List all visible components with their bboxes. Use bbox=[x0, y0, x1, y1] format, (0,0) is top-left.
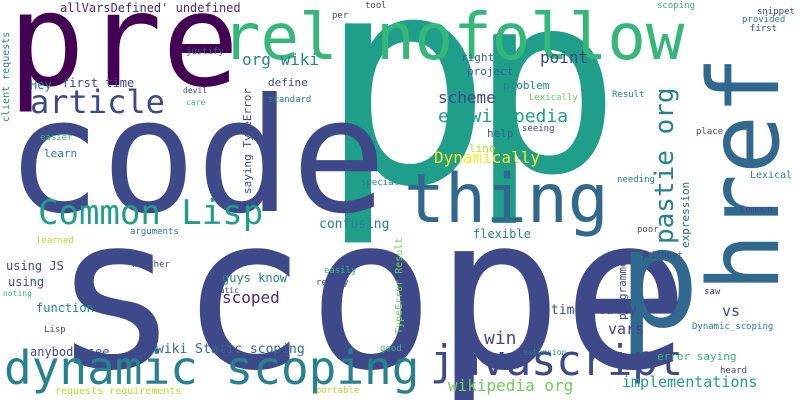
word-win: win bbox=[484, 328, 517, 349]
word-justify: justify bbox=[186, 47, 224, 57]
word-scope: scope bbox=[52, 170, 691, 400]
word-learn: learn bbox=[44, 147, 78, 160]
word-provided: provided bbox=[742, 15, 786, 25]
word-p-right: p bbox=[470, 0, 621, 230]
word-typeerror-result: TypeError Result bbox=[394, 237, 405, 334]
word-expression: expression bbox=[679, 181, 692, 248]
word-result: Result bbox=[612, 90, 645, 100]
word-flexible: flexible bbox=[473, 227, 531, 241]
word-allvarsdefined: allVarsDefined' undefined bbox=[60, 1, 241, 15]
word-lexical: Lexical bbox=[750, 170, 793, 181]
word-needing: needing bbox=[617, 175, 655, 185]
word-rel-nofollow: rel nofollow bbox=[222, 1, 685, 75]
word-heard: heard bbox=[720, 366, 748, 376]
word-p-large: p bbox=[318, 0, 493, 251]
word-poor: poor bbox=[637, 225, 659, 235]
word-common-lisp: Common Lisp bbox=[38, 193, 264, 233]
word-portable: portable bbox=[316, 386, 360, 396]
word-code: code bbox=[6, 65, 387, 249]
word-line: line bbox=[469, 142, 496, 155]
word-guys-know: guys know bbox=[222, 271, 288, 285]
word-implementations: implementations bbox=[622, 373, 758, 391]
word-programmer: programmer bbox=[616, 253, 629, 320]
word-vs: vs bbox=[722, 302, 741, 320]
word-time-really: time really bbox=[551, 303, 638, 318]
word-care: care bbox=[186, 98, 206, 107]
word-dynamically: Dynamically bbox=[434, 148, 540, 167]
word-error-saying: error saying bbox=[657, 350, 737, 363]
word-right: right bbox=[461, 51, 495, 64]
word-first-time: first time bbox=[62, 76, 135, 90]
word-requests-requirements: requests requirements bbox=[55, 386, 182, 397]
word-en-wikipedia: en wikipedia bbox=[438, 106, 569, 127]
word-javascript: javascript bbox=[430, 336, 683, 385]
word-project: project bbox=[467, 65, 514, 78]
word-thing: thing bbox=[404, 160, 609, 239]
word-scoped: scoped bbox=[222, 288, 280, 307]
word-help: help bbox=[487, 127, 514, 140]
word-wiki-static-scoping: wiki Static_scoping bbox=[156, 342, 305, 357]
word-dynamic-scoping: dynamic scoping bbox=[4, 341, 420, 395]
word-client-requests: client requests bbox=[1, 31, 12, 122]
word-p-small: p bbox=[618, 201, 700, 359]
word-tool: tool bbox=[365, 1, 387, 11]
word-really: really bbox=[316, 278, 349, 288]
word-whether: whether bbox=[132, 260, 170, 270]
word-define: define bbox=[268, 76, 308, 89]
word-seeing: seeing bbox=[522, 124, 555, 134]
word-saw: saw bbox=[704, 287, 721, 297]
word-static: static bbox=[210, 286, 239, 295]
word-pastie-org: pastie org bbox=[650, 87, 680, 244]
word-special: special bbox=[361, 178, 399, 188]
word-problem: problem bbox=[503, 79, 550, 92]
word-scheme: scheme bbox=[438, 88, 496, 107]
word-scoping: scoping bbox=[657, 1, 695, 11]
word-lexically: Lexically bbox=[529, 93, 578, 103]
word-vars: vars bbox=[608, 320, 645, 338]
word-using-js: using JS bbox=[6, 259, 64, 273]
word-snippet: snippet bbox=[757, 7, 795, 17]
word-extension: extension bbox=[523, 348, 567, 357]
word-org-wiki: org wiki bbox=[242, 50, 320, 69]
word-lisp: Lisp bbox=[44, 325, 66, 335]
word-pre: pre bbox=[8, 0, 240, 116]
word-confusing: confusing bbox=[319, 217, 390, 232]
word-good: good bbox=[380, 344, 402, 354]
word-hey: Hey bbox=[30, 78, 52, 92]
word-anybody-see: anybody see bbox=[30, 345, 110, 359]
word-article: article bbox=[30, 83, 165, 121]
word-dynamic-scoping-link: Dynamic_scoping bbox=[692, 322, 774, 332]
word-saying-typeerror: saying TypeError bbox=[241, 88, 254, 194]
word-learned: learned bbox=[36, 236, 74, 246]
word-devil: devil bbox=[183, 86, 208, 95]
word-easily: easily bbox=[324, 266, 357, 276]
word-noting: noting bbox=[3, 289, 32, 298]
word-place: place bbox=[696, 127, 724, 137]
word-arguments: arguments bbox=[130, 227, 179, 237]
word-without: without bbox=[645, 251, 683, 261]
word-common: Common bbox=[740, 205, 773, 215]
word-easier: easier bbox=[40, 133, 73, 143]
word-first: first bbox=[750, 24, 778, 34]
word-standard: standard bbox=[268, 95, 312, 105]
word-per: per bbox=[332, 11, 349, 21]
word-wikipedia-org: wikipedia org bbox=[448, 376, 574, 395]
word-point: point bbox=[540, 48, 589, 67]
word-using: using bbox=[8, 275, 45, 289]
word-function: function bbox=[36, 301, 94, 315]
